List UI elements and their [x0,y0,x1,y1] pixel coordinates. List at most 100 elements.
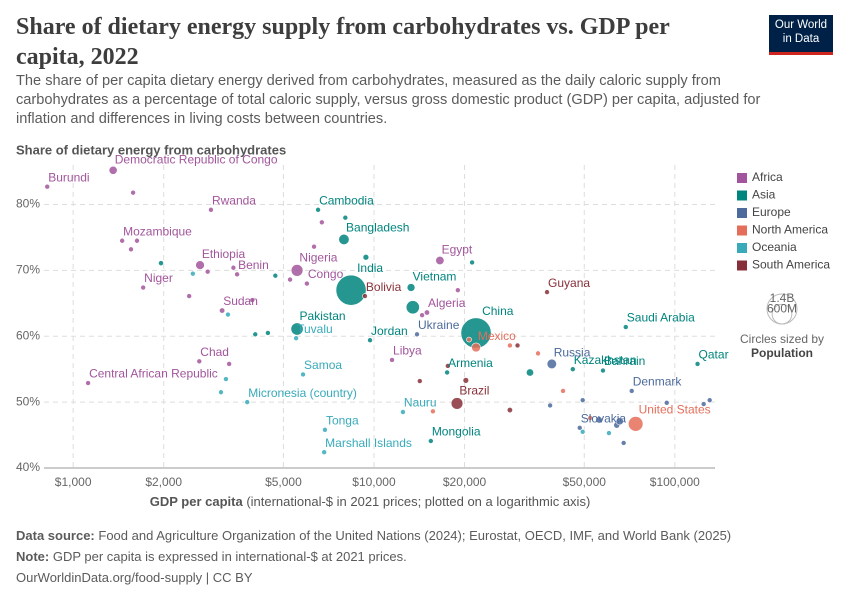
bubble [700,401,707,407]
point-label: Ukraine [418,318,460,332]
note-text: GDP per capita is expressed in internati… [52,549,407,564]
bubble [466,336,472,343]
bubble [249,297,256,303]
bubble [615,417,624,426]
bubble [367,337,373,344]
bubble [319,219,325,226]
size-legend-circle [771,303,793,325]
bubble [265,330,271,336]
point-label: Marshall Islands [325,436,412,450]
bubble [219,307,226,314]
bubble [444,369,450,376]
bubble [362,293,368,299]
logo-line: Our World [774,19,828,31]
bubble [208,206,214,213]
bubble [544,289,550,295]
point-label: Brazil [459,384,489,398]
point-label: Chad [200,345,229,359]
bubble [218,389,224,396]
point-label: Bangladesh [346,220,409,234]
bubble [195,260,205,270]
bubble [606,430,612,436]
legend-item[interactable]: North America [737,223,828,237]
bubble [419,312,425,318]
bubble [108,165,118,175]
bubble [362,253,370,261]
bubble [252,331,259,338]
bubble [128,246,134,253]
legend-item[interactable]: Asia [737,188,776,202]
legend-swatch [737,243,747,253]
bubble [321,449,327,455]
point-label: Mozambique [123,224,192,238]
point-label: Libya [393,344,422,358]
legend-label: North America [752,223,828,237]
bubble [190,270,196,277]
legend-label: Oceania [752,240,797,254]
point-label: Egypt [442,242,473,256]
point-label: Guyana [548,276,590,290]
x-tick-label: $1,000 [55,475,92,489]
url[interactable]: OurWorldinData.org/food-supply | CC BY [16,570,253,585]
size-legend-label: 600M [767,302,797,316]
bubble [130,189,136,196]
bubble [293,335,299,342]
legend-swatch [737,190,747,201]
bubble [506,407,513,414]
legend-swatch [737,208,747,218]
bubble [595,416,603,424]
legend-item[interactable]: Africa [737,170,783,184]
x-axis-title-main: GDP per capita [150,494,244,509]
legend-swatch [737,173,747,183]
bubble [455,287,461,293]
bubble [417,378,423,384]
point-label: Saudi Arabia [627,311,695,325]
source: Data source: Food and Agriculture Organi… [16,528,731,543]
x-tick-label: $20,000 [443,475,487,489]
x-tick-label: $5,000 [265,475,302,489]
y-tick-label: 80% [16,197,40,211]
bubble [342,214,349,221]
bubble [322,426,328,433]
bubble [304,280,310,287]
bubble [85,380,91,386]
point-label: United States [639,403,711,417]
legend-swatch [737,225,747,236]
legend-label: Europe [752,205,791,219]
bubble [300,371,306,378]
bubble [230,264,237,271]
x-tick-label: $10,000 [352,475,396,489]
bubble [628,388,635,394]
bubble [315,206,321,213]
point-label: Nigeria [299,251,337,265]
logo-line: in Data [782,33,820,45]
y-tick-label: 50% [16,394,40,408]
bubble [244,399,251,405]
bubble [445,363,451,369]
bubble [694,361,701,367]
logo[interactable]: Our World in Data [769,15,833,55]
bubble [576,425,583,431]
bubble [423,309,430,316]
bubble [311,243,317,250]
legend-label: South America [752,258,830,272]
bubble [44,183,51,190]
bubble [507,342,513,349]
bubble [627,416,644,432]
bubble [462,377,470,384]
y-tick-label: 60% [16,328,40,342]
chart-subtitle: The share of per capita dietary energy d… [16,73,761,127]
legend-item[interactable]: Oceania [737,240,797,254]
bubble [119,237,125,244]
legend-item[interactable]: Europe [737,205,791,219]
size-legend-variable: Population [751,346,813,360]
point-label: Central African Republic [89,367,218,381]
bubble [335,274,367,306]
bubble [430,408,436,415]
bubble [471,342,481,353]
legend-item[interactable]: South America [737,258,830,272]
bubble [290,322,304,336]
note-label: Note: [16,549,50,564]
